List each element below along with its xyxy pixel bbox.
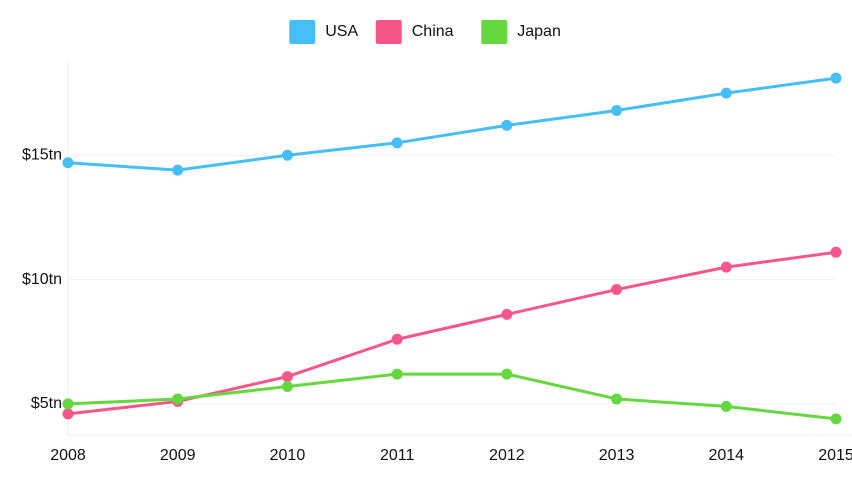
data-point <box>830 72 842 84</box>
series-line <box>67 76 837 172</box>
data-point <box>501 308 513 320</box>
x-tick-label: 2014 <box>708 447 744 464</box>
data-point <box>391 368 403 380</box>
series-line <box>67 250 837 416</box>
data-point <box>501 368 513 380</box>
data-point <box>611 393 623 405</box>
x-tick-label: 2015 <box>818 447 852 464</box>
x-tick-label: 2010 <box>270 447 306 464</box>
data-point <box>830 246 842 258</box>
y-tick-label: $5tn <box>31 395 62 412</box>
x-tick-label: 2013 <box>599 447 635 464</box>
legend-swatch <box>375 20 402 44</box>
data-point <box>720 87 732 99</box>
data-point <box>501 119 513 131</box>
x-tick-label: 2009 <box>160 447 196 464</box>
data-point <box>62 157 74 169</box>
series-line <box>67 372 837 421</box>
legend-label: China <box>412 23 454 40</box>
data-point <box>172 393 184 405</box>
y-tick-label: $15tn <box>22 146 62 163</box>
legend-label: USA <box>325 23 358 40</box>
data-point <box>281 149 293 161</box>
data-point <box>720 261 732 273</box>
data-point <box>62 398 74 410</box>
data-point <box>720 400 732 412</box>
data-point <box>391 137 403 149</box>
data-point <box>172 164 184 176</box>
data-point <box>830 413 842 425</box>
x-tick-label: 2008 <box>50 447 86 464</box>
y-tick-label: $10tn <box>22 271 62 288</box>
data-point <box>62 408 74 420</box>
x-tick-label: 2012 <box>489 447 525 464</box>
data-point <box>281 371 293 383</box>
data-point <box>281 381 293 393</box>
legend-swatch <box>289 20 316 44</box>
legend-label: Japan <box>517 23 561 40</box>
x-tick-label: 2011 <box>380 447 415 464</box>
legend-swatch <box>481 20 508 44</box>
data-point <box>611 284 623 296</box>
data-point <box>611 104 623 116</box>
data-point <box>391 333 403 345</box>
